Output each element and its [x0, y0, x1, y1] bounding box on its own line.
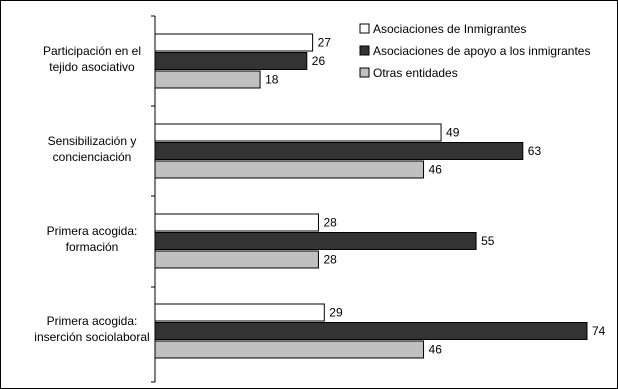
bar	[154, 70, 261, 89]
bar	[154, 33, 314, 52]
category-label: Primera acogida: formación	[47, 224, 138, 254]
data-label: 28	[323, 253, 337, 267]
bar	[154, 142, 524, 160]
data-label: 49	[446, 126, 460, 140]
bar	[154, 322, 588, 340]
category-label: Participación en el tejido asociativo	[43, 44, 141, 74]
labels-layer: Participación en el tejido asociativo 27 26…	[34, 36, 605, 357]
bar	[154, 303, 325, 322]
legend-entry: Otras entidades	[373, 66, 458, 80]
data-label: 74	[592, 324, 606, 338]
bar	[154, 232, 477, 250]
bars-layer	[154, 33, 588, 359]
data-label: 28	[323, 216, 337, 230]
bar	[154, 213, 319, 232]
legend-entry: Asociaciones de Inmigrantes	[373, 22, 526, 36]
data-label: 29	[329, 306, 343, 320]
bar	[154, 123, 442, 142]
legend-entry: Asociaciones de apoyo a los inmigrantes	[373, 44, 590, 58]
axis-layer	[151, 15, 156, 383]
data-label: 27	[318, 36, 332, 50]
data-label: 46	[429, 343, 443, 357]
legend-swatch	[359, 45, 370, 56]
data-label: 46	[429, 163, 443, 177]
legend-swatch	[359, 67, 370, 78]
category-label: Sensibilización y concienciación	[48, 134, 137, 164]
legend: Asociaciones de Inmigrantes Asociaciones …	[359, 22, 590, 80]
bar	[154, 52, 308, 70]
data-label: 26	[312, 54, 326, 68]
legend-swatch	[359, 23, 370, 34]
bar	[154, 340, 425, 359]
data-label: 63	[528, 144, 542, 158]
category-label: Primera acogida: inserción sociolaboral	[34, 314, 149, 344]
data-label: 18	[265, 73, 279, 87]
bar	[154, 160, 425, 179]
bar	[154, 250, 319, 269]
data-label: 55	[481, 234, 495, 248]
